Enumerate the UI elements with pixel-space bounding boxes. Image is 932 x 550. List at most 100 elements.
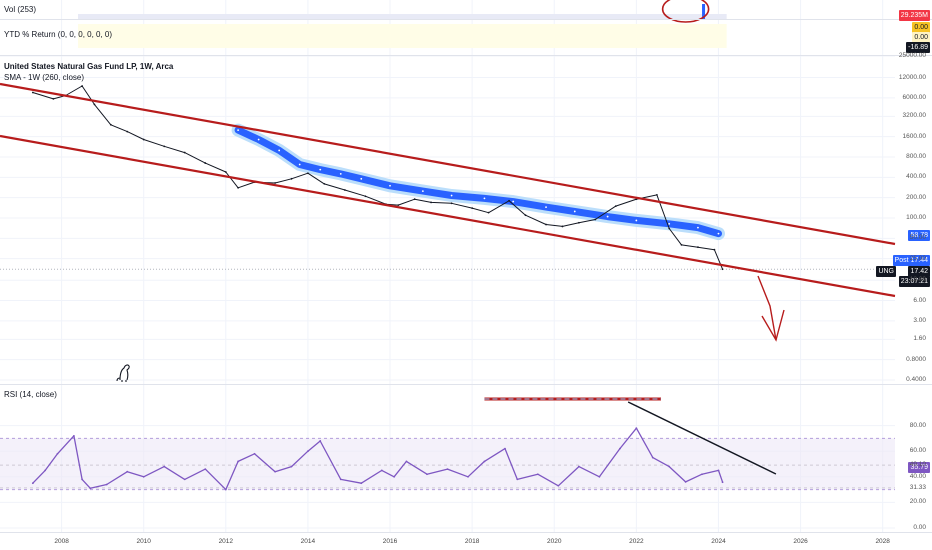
rsi-point: [393, 475, 396, 478]
price-point: [545, 223, 547, 226]
price-point: [52, 97, 55, 100]
price-point: [93, 103, 96, 106]
y-tick-label: 800.00: [906, 152, 926, 160]
rsi-point: [717, 469, 720, 472]
x-tick-label: 2014: [300, 538, 316, 545]
rsi-tick-label: 60.00: [909, 447, 926, 455]
x-tick-label: 2008: [54, 538, 69, 545]
sma-point: [421, 190, 424, 193]
price-point: [307, 172, 309, 175]
y-tick-label: 3.00: [913, 316, 926, 324]
price-point: [577, 221, 580, 224]
rsi-point: [290, 465, 293, 468]
x-tick-label: 2016: [382, 538, 398, 545]
rsi-point: [44, 469, 47, 472]
sma-point: [545, 206, 547, 208]
rsi-point: [619, 447, 621, 450]
price-point: [31, 91, 34, 94]
rsi-point: [504, 447, 506, 450]
rsi-point: [183, 478, 186, 481]
price-point: [614, 205, 617, 208]
x-tick-label: 2012: [218, 538, 234, 545]
price-point: [471, 207, 474, 210]
rsi-background-band: [0, 438, 895, 490]
vol-legend[interactable]: Vol (253): [4, 5, 37, 14]
rsi-point: [577, 465, 580, 468]
price-point: [343, 189, 346, 191]
price-point: [397, 204, 400, 207]
dinosaur-icon[interactable]: [115, 360, 135, 384]
sma-point: [606, 215, 609, 218]
countdown-tag: 23:07:21: [898, 276, 930, 287]
price-point: [697, 246, 699, 249]
x-tick-label: 2022: [629, 538, 644, 545]
rsi-point: [651, 456, 654, 459]
x-tick-label: 2024: [711, 538, 726, 545]
symbol-title[interactable]: United States Natural Gas Fund LP, 1W, A…: [4, 62, 174, 71]
rsi-point: [360, 482, 363, 485]
rsi-point: [319, 440, 322, 442]
price-point: [450, 202, 453, 205]
rsi-point: [668, 465, 671, 468]
ytd-tag: 0.00: [912, 32, 930, 43]
rsi-tick-label: 20.00: [909, 498, 926, 506]
sma-point: [635, 219, 638, 222]
price-point: [237, 186, 240, 189]
rsi-point: [31, 482, 34, 485]
y-tick-label: 100.00: [906, 214, 926, 221]
y-tick-label: 12000.00: [898, 73, 926, 81]
x-tick-label: 2018: [464, 538, 480, 545]
pane-separator[interactable]: [0, 19, 932, 20]
rsi-point: [721, 481, 724, 484]
sma-legend[interactable]: SMA - 1W (260, close): [4, 73, 85, 82]
price-point: [364, 195, 367, 198]
rsi-legend[interactable]: RSI (14, close): [4, 390, 57, 399]
y-tick-label: 6.00: [913, 296, 926, 304]
sma-point: [278, 149, 281, 152]
channel-lower-line: [0, 134, 896, 298]
sma-point: [668, 222, 671, 225]
rsi-point: [536, 473, 539, 476]
post-price-tag: Post 17.44: [892, 255, 930, 266]
vol-value-tag: 29.235M: [898, 10, 930, 21]
y-tick-label: 1.60: [913, 335, 926, 343]
pane-separator[interactable]: [0, 532, 932, 533]
price-point: [323, 182, 326, 185]
ytd-background: [78, 24, 727, 48]
y-tick-label: 25.00: [909, 254, 926, 262]
rsi-point: [446, 468, 449, 471]
sma-point: [573, 210, 576, 213]
channel-upper-line: [0, 82, 896, 246]
x-tick-label: 2010: [136, 538, 151, 545]
price-point: [524, 214, 527, 217]
rsi-point: [557, 484, 560, 487]
rsi-point: [405, 460, 408, 463]
price-point: [81, 85, 84, 87]
pane-separator[interactable]: [0, 384, 932, 385]
rsi-point: [89, 487, 92, 490]
rsi-point: [126, 470, 129, 473]
rsi-point: [467, 475, 469, 478]
price-point: [274, 182, 276, 184]
rsi-point: [598, 475, 601, 478]
sma-price-tag: 58.78: [908, 230, 930, 241]
rsi-point: [56, 452, 59, 455]
x-tick-label: 2028: [875, 538, 890, 545]
volume-bar: [702, 4, 706, 19]
rsi-point: [516, 478, 519, 481]
price-point: [655, 193, 658, 196]
sma-point: [389, 184, 391, 187]
price-point: [713, 248, 716, 251]
y-tick-label: 400.00: [906, 173, 926, 181]
pane-separator[interactable]: [0, 55, 932, 56]
price-point: [204, 162, 207, 164]
rsi-point: [204, 468, 207, 471]
price-point: [224, 171, 227, 173]
ytd-legend[interactable]: YTD % Return (0, 0, 0, 0, 0, 0): [4, 30, 113, 39]
price-point: [487, 211, 490, 214]
rsi-point: [163, 465, 166, 468]
sma-point: [339, 172, 342, 175]
sma-point: [717, 232, 720, 235]
rsi-point: [339, 478, 342, 481]
